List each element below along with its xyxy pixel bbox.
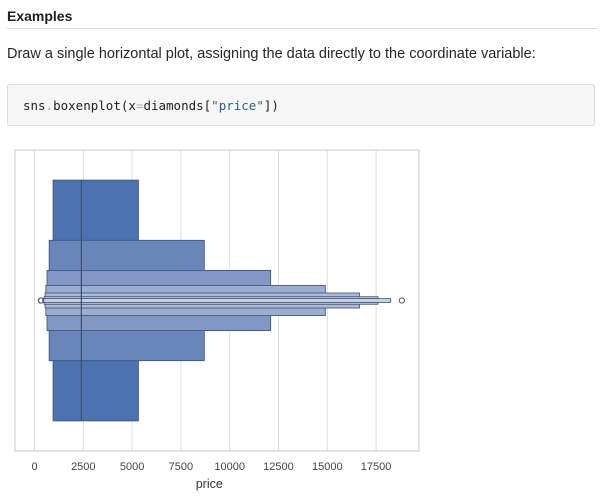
- outlier-point: [398, 297, 405, 304]
- x-axis-label: price: [196, 477, 223, 491]
- x-tick-label: 5000: [120, 461, 144, 473]
- code-closing: ]): [263, 98, 279, 113]
- code-string-literal: "price": [211, 98, 264, 113]
- plot-frame: [14, 149, 420, 452]
- code-argument: diamonds[: [143, 98, 212, 113]
- boxen-marks: [37, 180, 405, 421]
- x-tick-label: 0: [31, 461, 37, 473]
- example-description: Draw a single horizontal plot, assigning…: [7, 46, 536, 62]
- code-dot-operator: .: [45, 98, 54, 113]
- boxen-boxes: [42, 179, 392, 422]
- heading-divider: [7, 28, 597, 29]
- code-equals-operator: =: [135, 98, 144, 113]
- code-function: boxenplot(x: [53, 98, 136, 113]
- boxenplot-chart: 0 2500 5000 7500 10000 12500 15000 17500 price: [14, 149, 420, 491]
- boxenplot-figure: 0 2500 5000 7500 10000 12500 15000 17500 price: [0, 140, 440, 500]
- code-line: sns.boxenplot(x=diamonds["price"]): [23, 98, 279, 113]
- x-tick-label: 10000: [214, 461, 245, 473]
- x-tick-label: 7500: [169, 461, 193, 473]
- code-block[interactable]: sns.boxenplot(x=diamonds["price"]): [7, 84, 595, 126]
- boxen-box-level-7: [42, 298, 392, 303]
- x-tick-labels: 0 2500 5000 7500 10000 12500 15000 17500: [31, 461, 391, 473]
- x-tick-label: 2500: [71, 461, 95, 473]
- outlier-point: [38, 297, 45, 304]
- section-heading: Examples: [7, 8, 73, 24]
- code-module: sns: [23, 98, 46, 113]
- x-tick-label: 12500: [263, 461, 294, 473]
- x-tick-label: 17500: [361, 461, 392, 473]
- x-tick-label: 15000: [312, 461, 343, 473]
